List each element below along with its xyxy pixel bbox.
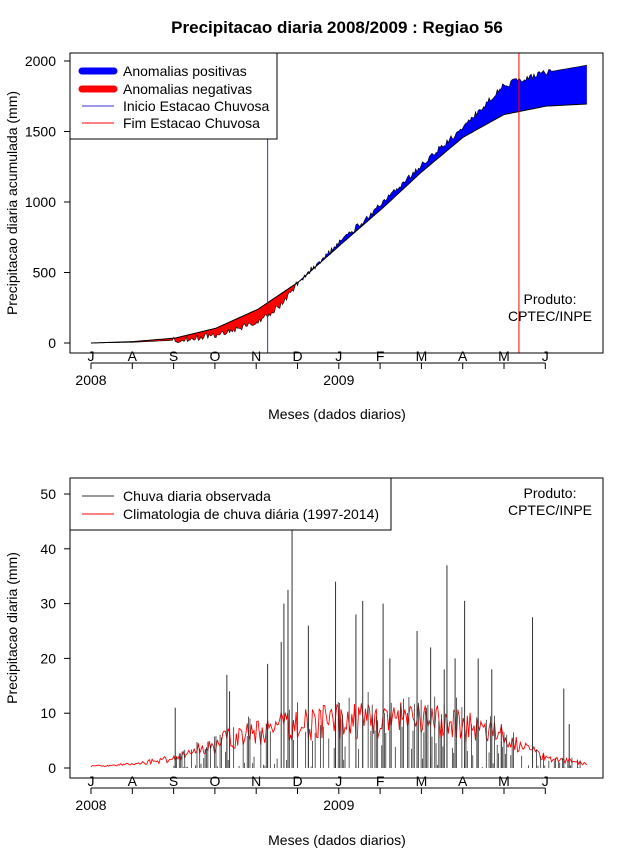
c2-ytick-label: 20 bbox=[40, 650, 56, 666]
legend-negative-label: Anomalias negativas bbox=[123, 81, 252, 97]
chart1-legend-box bbox=[69, 52, 278, 140]
c2-ytick-label: 10 bbox=[40, 705, 56, 721]
c1-ytick-label: 0 bbox=[48, 335, 56, 351]
c1-xtick-label: O bbox=[209, 348, 220, 364]
chart1-title: Precipitacao diaria 2008/2009 : Regiao 5… bbox=[171, 18, 503, 37]
c2-xtick-label: M bbox=[498, 773, 510, 789]
chart2-y-axis: 0 10 20 30 40 50 bbox=[40, 486, 71, 776]
chart2-xlabel: Meses (dados diarios) bbox=[268, 832, 406, 848]
c2-xtick-label: F bbox=[376, 773, 385, 789]
chart1-x-axis: J A S O N D J F M A M J 2008 2009 bbox=[75, 348, 548, 388]
c2-xtick-label: S bbox=[169, 773, 178, 789]
legend-start-label: Inicio Estacao Chuvosa bbox=[123, 98, 270, 114]
c2-xtick-label: N bbox=[251, 773, 261, 789]
c1-year-label: 2009 bbox=[323, 372, 354, 388]
legend-observed-label: Chuva diaria observada bbox=[123, 488, 271, 504]
observed-cumulative-line bbox=[90, 64, 587, 344]
chart2-observed-bars bbox=[173, 529, 581, 768]
c1-xtick-label: D bbox=[292, 348, 302, 364]
legend-positive-label: Anomalias positivas bbox=[123, 63, 247, 79]
c2-xtick-label: A bbox=[458, 773, 468, 789]
c1-xtick-label: J bbox=[88, 348, 95, 364]
c2-xtick-label: M bbox=[416, 773, 428, 789]
c1-xtick-label: J bbox=[335, 348, 342, 364]
chart1-annotation-line2: CPTEC/INPE bbox=[508, 308, 592, 324]
chart1-lines bbox=[90, 64, 587, 344]
c1-xtick-label: J bbox=[542, 348, 549, 364]
c1-xtick-label: N bbox=[251, 348, 261, 364]
c1-xtick-label: M bbox=[498, 348, 510, 364]
c2-xtick-label: J bbox=[88, 773, 95, 789]
c1-xtick-label: S bbox=[169, 348, 178, 364]
positive-anomaly-area bbox=[298, 65, 587, 282]
c1-xtick-label: A bbox=[128, 348, 138, 364]
c2-xtick-label: J bbox=[335, 773, 342, 789]
c2-ytick-label: 30 bbox=[40, 596, 56, 612]
chart2-annotation-line2: CPTEC/INPE bbox=[508, 502, 592, 518]
c1-ytick-label: 500 bbox=[33, 265, 57, 281]
c2-xtick-label: J bbox=[542, 773, 549, 789]
c2-xtick-label: A bbox=[128, 773, 138, 789]
chart1-ylabel: Precipitacao diaria acumulada (mm) bbox=[4, 91, 20, 315]
c2-year-label: 2008 bbox=[75, 797, 106, 813]
c2-xtick-label: O bbox=[209, 773, 220, 789]
c1-ytick-label: 1500 bbox=[25, 124, 56, 140]
c1-year-label: 2008 bbox=[75, 372, 106, 388]
chart1-anomaly-areas bbox=[91, 65, 587, 343]
chart1-legend: Anomalias positivas Anomalias negativas … bbox=[69, 52, 278, 140]
chart2-ylabel: Precipitacao diaria (mm) bbox=[4, 552, 20, 704]
legend-end-label: Fim Estacao Chuvosa bbox=[123, 115, 260, 131]
c2-ytick-label: 50 bbox=[40, 486, 56, 502]
c1-xtick-label: M bbox=[416, 348, 428, 364]
c2-ytick-label: 0 bbox=[48, 760, 56, 776]
chart2-annotation-line1: Produto: bbox=[524, 485, 577, 501]
c1-ytick-label: 2000 bbox=[25, 53, 56, 69]
c2-xtick-label: D bbox=[292, 773, 302, 789]
c1-xtick-label: A bbox=[458, 348, 468, 364]
negative-anomaly-area bbox=[91, 281, 299, 343]
chart1-y-axis: 0 500 1000 1500 2000 bbox=[25, 53, 71, 351]
chart1-annotation-line1: Produto: bbox=[524, 291, 577, 307]
chart2-x-axis: J A S O N D J F M A M J 2008 2009 bbox=[75, 773, 548, 813]
chart2-legend: Chuva diaria observada Climatologia de c… bbox=[69, 477, 392, 531]
c1-xtick-label: F bbox=[376, 348, 385, 364]
c2-year-label: 2009 bbox=[323, 797, 354, 813]
c1-ytick-label: 1000 bbox=[25, 194, 56, 210]
legend-climatology-label: Climatologia de chuva diária (1997-2014) bbox=[123, 506, 379, 522]
chart1-xlabel: Meses (dados diarios) bbox=[268, 406, 406, 422]
c2-ytick-label: 40 bbox=[40, 541, 56, 557]
chart2-legend-box bbox=[69, 477, 392, 531]
